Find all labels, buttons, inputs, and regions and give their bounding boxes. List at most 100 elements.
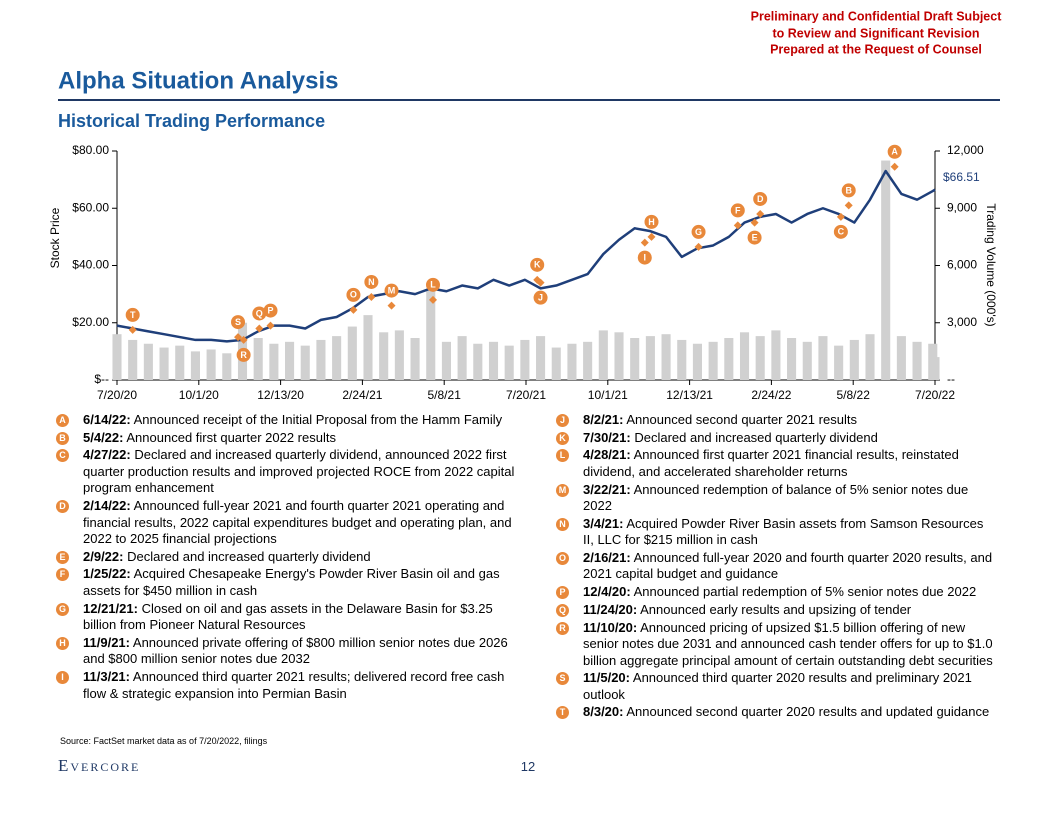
volume-bar xyxy=(488,341,499,380)
volume-bar xyxy=(834,345,844,380)
y-tick-label: $60.00 xyxy=(72,200,109,214)
event-marker xyxy=(733,221,742,230)
volume-bar xyxy=(677,339,687,380)
volume-bar xyxy=(175,345,185,380)
event-marker xyxy=(367,292,376,301)
x-tick-label: 10/1/21 xyxy=(588,388,628,400)
event-date: 11/24/20: xyxy=(583,601,638,617)
volume-bar xyxy=(896,336,906,380)
volume-bar xyxy=(206,349,216,380)
event-badge xyxy=(533,290,548,305)
event-letter: O xyxy=(350,290,357,300)
event-badge: F xyxy=(56,568,69,582)
x-tick-label: 2/24/21 xyxy=(342,388,382,400)
event-date: 11/9/21: xyxy=(83,634,130,650)
event-description: Announced receipt of the Initial Proposa… xyxy=(133,412,503,427)
source: Source: FactSet market data as of 7/20/2… xyxy=(60,736,268,746)
event-badge: B xyxy=(56,431,69,445)
x-tick-label: 12/13/20 xyxy=(257,388,304,400)
event-date: 12/21/21: xyxy=(83,600,138,616)
event-marker xyxy=(428,295,437,304)
volume-bar xyxy=(739,332,750,380)
event-date: 4/28/21: xyxy=(583,447,631,463)
event-letter: J xyxy=(538,293,543,303)
volume-bar xyxy=(614,332,624,380)
event-text: 11/3/21: Announced third quarter 2021 re… xyxy=(83,669,526,702)
volume-bar xyxy=(551,347,561,380)
y-tick-label: $20.00 xyxy=(72,315,109,329)
volume-bar xyxy=(300,345,310,380)
event-item: L 4/28/21: Announced first quarter 2021 f… xyxy=(556,447,996,480)
volume-bar xyxy=(630,338,640,380)
event-date: 11/10/20: xyxy=(583,619,638,635)
volume-bar xyxy=(316,339,326,380)
x-tick-label: 5/8/21 xyxy=(428,388,462,400)
volume-bar xyxy=(332,336,342,380)
event-date: 7/30/21: xyxy=(583,429,631,445)
event-marker xyxy=(844,201,853,210)
y2-tick-label: 9,000 xyxy=(947,200,977,214)
event-marker xyxy=(647,232,656,241)
event-text: 4/27/22: Declared and increased quarterl… xyxy=(83,447,526,497)
volume-bar xyxy=(802,341,812,380)
page-number: 12 xyxy=(520,759,536,774)
volume-bar xyxy=(253,338,263,380)
event-text: 1/25/22: Acquired Chesapeake Energy's Po… xyxy=(83,566,526,599)
y2-tick-label: 12,000 xyxy=(947,143,984,157)
event-marker xyxy=(694,242,703,251)
notice: Prepared at the Request of Counsel xyxy=(770,42,982,56)
event-date: 2/16/21: xyxy=(583,549,631,565)
event-description: Announced pricing of upsized $1.5 billio… xyxy=(583,619,993,668)
x-tick-label: 10/1/20 xyxy=(179,388,219,400)
event-letter: A xyxy=(891,147,898,157)
event-text: 12/21/21: Closed on oil and gas assets i… xyxy=(83,601,526,634)
event-letter: G xyxy=(695,227,702,237)
event-date: 5/4/22: xyxy=(83,429,124,445)
event-date: 8/3/20: xyxy=(583,704,624,720)
event-letter: N xyxy=(368,277,375,287)
event-date: 8/2/21: xyxy=(583,412,624,427)
event-text: 6/14/22: Announced receipt of the Initia… xyxy=(83,412,502,429)
event-date: 11/3/21: xyxy=(83,669,130,684)
event-date: 4/27/22: xyxy=(83,447,131,463)
event-item: I 11/3/21: Announced third quarter 2021 r… xyxy=(56,669,526,702)
volume-bar xyxy=(347,326,357,380)
event-description: Announced redemption of balance of 5% se… xyxy=(583,481,969,514)
volume-bar xyxy=(363,315,373,380)
volume-bar xyxy=(536,336,546,380)
event-item: D 2/14/22: Announced full-year 2021 and f… xyxy=(56,498,526,548)
event-letter: P xyxy=(268,305,274,315)
event-description: Acquired Powder River Basin assets from … xyxy=(583,515,984,548)
event-text: 7/30/21: Declared and increased quarterl… xyxy=(583,430,878,447)
volume-bar xyxy=(190,351,200,380)
y2-tick-label: -- xyxy=(947,372,955,386)
x-tick-label: 12/13/21 xyxy=(666,388,713,400)
event-badge xyxy=(747,230,762,245)
x-tick-label: 5/8/22 xyxy=(837,388,871,400)
event-date: 2/14/22: xyxy=(83,498,131,514)
event-description: Announced private offering of $800 milli… xyxy=(83,634,508,667)
event-badge xyxy=(236,347,251,362)
y2-tick-label: 6,000 xyxy=(947,258,977,272)
volume-bar xyxy=(708,341,718,380)
event-item: B 5/4/22: Announced first quarter 2022 re… xyxy=(56,430,526,447)
event-item: P 12/4/20: Announced partial redemption o… xyxy=(556,584,996,601)
event-marker xyxy=(387,301,396,310)
notice: to Review and Significant Revision xyxy=(773,26,980,40)
event-badge: T xyxy=(556,706,569,720)
event-date: 3/22/21: xyxy=(583,481,631,497)
event-marker xyxy=(756,209,765,218)
event-text: 4/28/21: Announced first quarter 2021 fi… xyxy=(583,447,996,480)
volume-bar xyxy=(930,357,940,380)
event-description: Announced third quarter 2021 results; de… xyxy=(83,669,505,701)
event-marker xyxy=(128,325,137,334)
event-item: N 3/4/21: Acquired Powder River Basin ass… xyxy=(556,516,996,549)
price-line xyxy=(116,169,936,343)
volume-bar xyxy=(426,288,436,380)
event-marker xyxy=(239,335,248,344)
volume-bar xyxy=(394,330,404,380)
event-description: Closed on oil and gas assets in the Dela… xyxy=(83,600,493,633)
event-text: 11/9/21: Announced private offering of $… xyxy=(83,635,526,668)
volume-bar xyxy=(457,336,467,380)
